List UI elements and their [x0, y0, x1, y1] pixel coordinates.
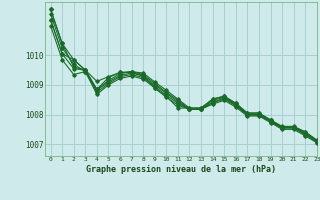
X-axis label: Graphe pression niveau de la mer (hPa): Graphe pression niveau de la mer (hPa) [86, 165, 276, 174]
